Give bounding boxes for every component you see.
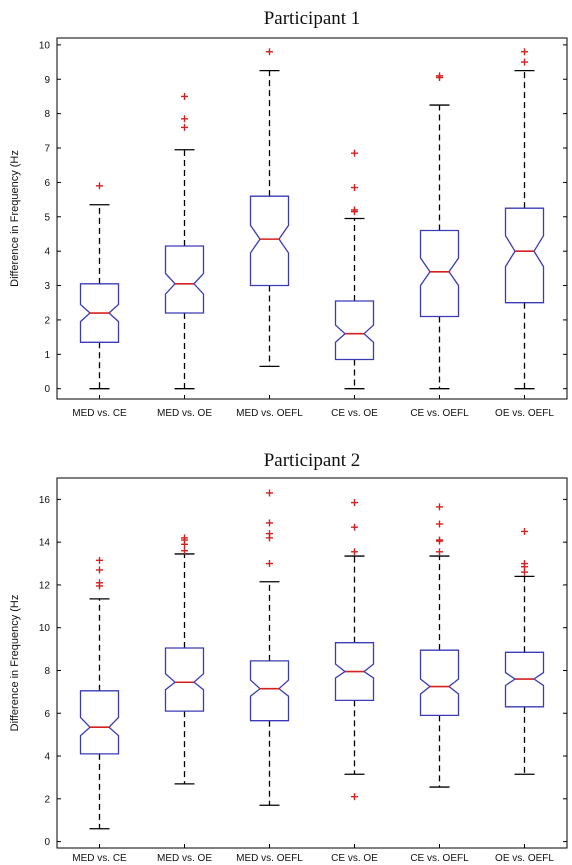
y-tick-label: 8 [44,666,50,677]
category-label: CE vs. OE [331,408,378,419]
y-tick-label: 8 [44,109,50,120]
outlier-point [96,566,103,574]
outlier-point [181,92,188,100]
outlier-point [351,523,358,531]
outlier-point [96,579,103,587]
notched-box [164,245,205,314]
y-tick-label: 0 [44,837,50,848]
outlier-point [351,206,358,214]
category-label: MED vs. OE [157,853,212,864]
chart-panel-2: Participant 2 0 2 4 6 8 10 12 14 16 Difference in … [9,450,568,864]
outlier-point [351,149,358,157]
notched-box [334,300,375,361]
category-label: MED vs. OEFL [236,853,303,864]
outlier-point [521,58,528,66]
outlier-point [96,556,103,564]
y-axis-label: Difference in Frequency (Hz [9,595,21,732]
category-label: OE vs. OEFL [495,853,554,864]
y-tick-label: 1 [44,350,50,361]
y-tick-label: 4 [44,752,50,763]
y-tick-label: 3 [44,281,50,292]
outlier-point [266,560,273,568]
outlier-point [521,560,528,568]
outlier-point [351,793,358,801]
notched-box [504,207,545,304]
y-tick-label: 10 [39,623,51,634]
category-label: MED vs. OEFL [236,408,303,419]
chart-title: Participant 1 [264,8,361,29]
outlier-point [181,534,188,542]
box-4: CE vs. OE [331,149,378,419]
outlier-point [266,519,273,527]
box-3: MED vs. OEFL [236,48,303,419]
y-tick-label: 6 [44,709,50,720]
outlier-point [521,527,528,535]
outlier-point [266,530,273,538]
outlier-point [266,489,273,497]
outlier-point [181,123,188,131]
y-tick-label: 14 [39,538,51,549]
outlier-point [351,184,358,192]
outlier-point [266,48,273,56]
notched-box [79,690,120,755]
plot-frame [56,37,568,400]
y-tick-label: 2 [44,794,50,805]
y-tick-label: 16 [39,495,51,506]
notched-box [249,195,290,287]
outlier-point [96,182,103,190]
y-tick-label: 7 [44,144,50,155]
outlier-point [181,115,188,123]
category-label: MED vs. OE [157,408,212,419]
y-axis-label: Difference in Frequency (Hz [9,150,21,287]
box-3: MED vs. OEFL [236,489,303,864]
outlier-point [521,48,528,56]
category-label: MED vs. CE [72,408,127,419]
category-label: CE vs. OE [331,853,378,864]
outlier-point [181,547,188,555]
box-6: OE vs. OEFL [495,527,554,864]
notched-box [419,649,460,717]
outlier-point [436,503,443,511]
outlier-point [436,520,443,528]
box-2: MED vs. OE [157,534,212,864]
outlier-point [436,72,443,80]
box-2: MED vs. OE [157,92,212,419]
y-tick-label: 0 [44,384,50,395]
notched-box [419,229,460,318]
y-tick-label: 4 [44,247,50,258]
y-tick-label: 9 [44,75,50,86]
category-label: CE vs. OEFL [410,853,469,864]
chart-title: Participant 2 [264,450,361,471]
category-label: CE vs. OEFL [410,408,469,419]
outlier-point [351,499,358,507]
box-1: MED vs. CE [72,182,127,419]
outlier-point [351,548,358,556]
y-tick-label: 12 [39,580,51,591]
box-5: CE vs. OEFL [410,503,469,864]
outlier-point [436,548,443,556]
y-tick-label: 2 [44,315,50,326]
box-4: CE vs. OE [331,499,378,864]
category-label: MED vs. CE [72,853,127,864]
box-5: CE vs. OEFL [410,72,469,419]
chart-panel-1: Participant 1 0 1 2 3 4 5 6 7 8 9 10 Difference in F… [9,8,568,419]
y-tick-label: 5 [44,212,50,223]
box-6: OE vs. OEFL [495,48,554,419]
notched-box [249,660,290,722]
y-tick-label: 6 [44,178,50,189]
category-label: OE vs. OEFL [495,408,554,419]
y-tick-label: 10 [39,40,51,51]
box-1: MED vs. CE [72,556,127,864]
outlier-point [436,536,443,544]
notched-box [164,647,205,712]
plot-frame [56,477,568,849]
